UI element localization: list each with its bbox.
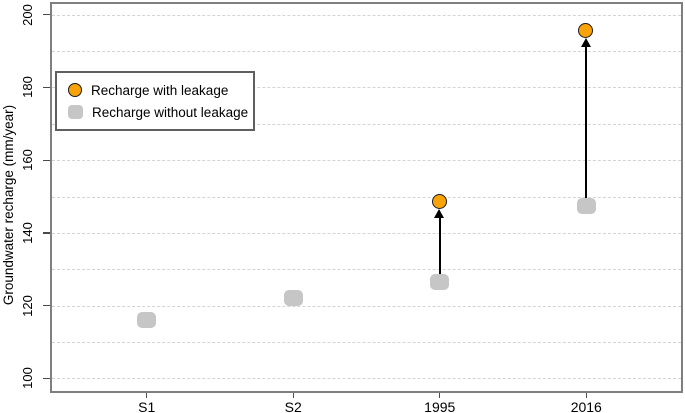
legend: Recharge with leakage Recharge without l… — [55, 71, 255, 131]
y-axis-tick — [43, 305, 50, 307]
arrow-up-icon — [580, 38, 591, 48]
gridline — [52, 196, 681, 198]
gridline — [52, 342, 681, 344]
data-point-without-leakage — [576, 197, 596, 214]
y-axis-tick-label: 180 — [20, 76, 35, 99]
gray-square-marker-icon — [68, 105, 83, 119]
arrow-shaft — [438, 216, 441, 283]
y-axis-tick — [43, 159, 50, 161]
legend-item-without-leakage: Recharge without leakage — [68, 105, 253, 120]
y-axis-title: Groundwater recharge (mm/year) — [1, 104, 16, 306]
gridline — [52, 269, 681, 271]
gridline — [52, 87, 681, 89]
x-axis-tick — [292, 393, 294, 398]
x-axis-tick-label: 2016 — [570, 399, 602, 413]
data-point-without-leakage — [283, 290, 303, 307]
x-axis-tick — [439, 393, 441, 398]
gridline — [52, 378, 681, 380]
legend-label-with-leakage: Recharge with leakage — [91, 82, 229, 98]
y-axis-tick-label: 100 — [20, 367, 35, 390]
gridline — [52, 305, 681, 307]
y-axis-tick-label: 120 — [20, 294, 35, 317]
x-axis-tick — [146, 393, 148, 398]
gridline — [52, 160, 681, 162]
y-axis-tick — [43, 377, 50, 380]
gridline — [52, 232, 681, 234]
gridline — [52, 123, 681, 125]
gridline — [52, 51, 681, 53]
arrow-up-icon — [434, 209, 445, 219]
y-axis-tick-label: 200 — [20, 3, 35, 26]
y-axis-tick-label: 140 — [20, 222, 35, 244]
legend-item-with-leakage: Recharge with leakage — [68, 83, 253, 98]
data-point-without-leakage — [137, 312, 157, 329]
data-point-with-leakage — [431, 194, 447, 210]
x-axis-tick-label: 1995 — [424, 399, 456, 413]
data-point-with-leakage — [578, 23, 594, 39]
arrow-shaft — [585, 45, 588, 206]
orange-circle-marker-icon — [68, 83, 82, 97]
y-axis-tick — [43, 86, 50, 89]
x-axis-tick-label: S1 — [138, 399, 156, 413]
x-axis-tick — [585, 393, 587, 398]
y-axis-tick — [43, 14, 50, 16]
legend-label-without-leakage: Recharge without leakage — [92, 104, 249, 120]
y-axis-tick — [43, 232, 50, 234]
y-axis-tick-label: 160 — [20, 149, 35, 172]
x-axis-tick-label: S2 — [284, 399, 302, 413]
gridline — [52, 14, 681, 16]
plot-area — [50, 2, 683, 393]
data-point-without-leakage — [430, 274, 450, 291]
